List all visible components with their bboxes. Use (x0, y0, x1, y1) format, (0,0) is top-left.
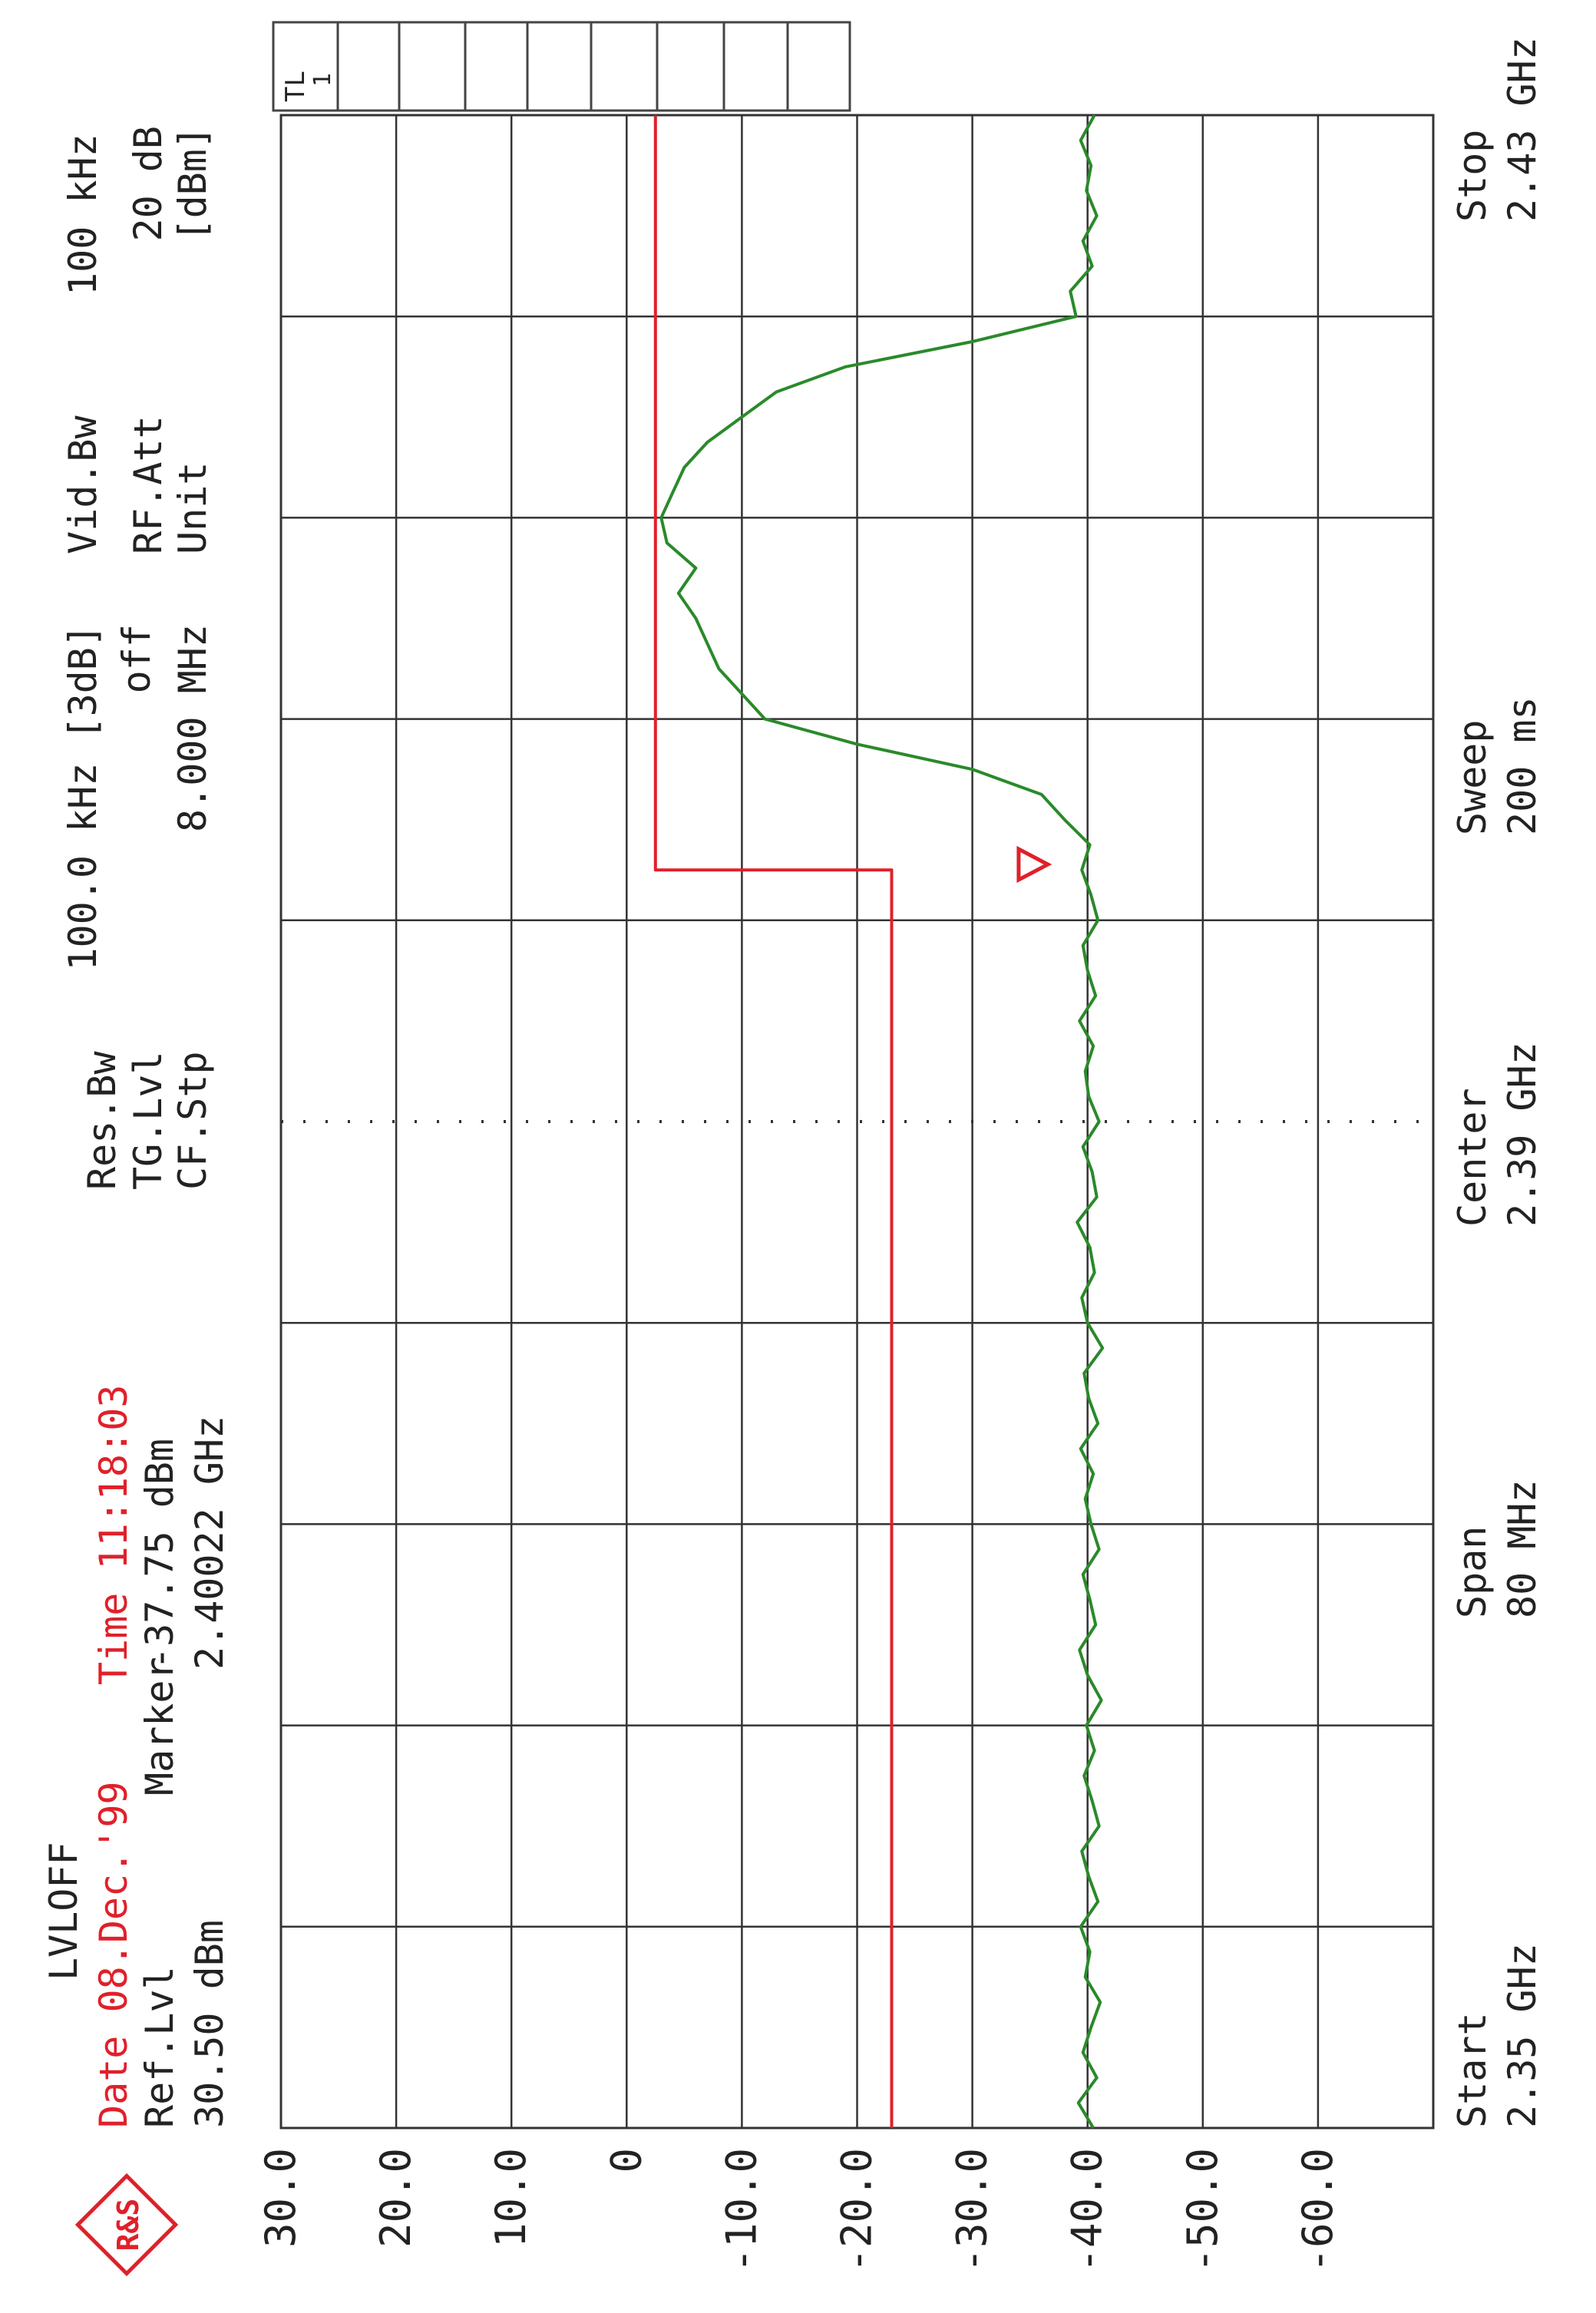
stop-label: Stop (1450, 130, 1495, 222)
rotated-chart: TL 1 R&S 30.0 20.0 10.0 0 -10.0 -20.0 -30.0 -40… (41, 21, 1545, 2277)
span-value: 80 MHz (1500, 1479, 1545, 1618)
start-label: Start (1450, 2012, 1495, 2128)
y-tick-label: -10.0 (717, 2148, 765, 2273)
res-bw-value: 100.0 kHz [3dB] (61, 624, 105, 971)
cf-stp-label: CF.Stp (170, 1051, 215, 1190)
y-tick-label: 0 (602, 2148, 650, 2173)
date: Date 08.Dec.'99 (91, 1781, 136, 2128)
center-label: Center (1450, 1088, 1495, 1227)
start-value: 2.35 GHz (1500, 1943, 1545, 2128)
y-tick-label: 30.0 (256, 2148, 305, 2248)
vid-bw-label: Vid.Bw (61, 415, 105, 554)
tl-number: 1 (309, 73, 336, 87)
logo: R&S (74, 2173, 179, 2277)
marker (1016, 845, 1052, 884)
y-tick-label: 10.0 (487, 2148, 535, 2248)
trace (659, 114, 1105, 2130)
rf-att-label: RF.Att (126, 415, 170, 554)
y-tick-label: -50.0 (1178, 2148, 1227, 2273)
rf-att-value: 20 dB (126, 126, 170, 242)
trace (653, 115, 894, 2128)
sweep-label: Sweep (1450, 719, 1495, 835)
mode: LVLOFF (41, 1842, 86, 1981)
y-tick-label: -30.0 (948, 2148, 996, 2273)
tl-label: TL (280, 71, 311, 102)
y-tick-label: -20.0 (833, 2148, 881, 2273)
ref-label: Ref.Lvl (137, 1966, 182, 2128)
cf-stp-value: 8.000 MHz (170, 624, 215, 832)
unit-label: Unit (170, 462, 215, 554)
sweep-value: 200 ms (1500, 696, 1545, 835)
res-bw-label: Res.Bw (80, 1050, 124, 1190)
marker-freq: 2.40022 GHz (187, 1416, 232, 1670)
marker-level: -37.75 dBm (137, 1439, 182, 1670)
y-tick-label: 20.0 (372, 2148, 420, 2248)
tg-lvl-value: off (114, 624, 159, 693)
unit-value: [dBm] (170, 126, 215, 242)
stop-value: 2.43 GHz (1500, 37, 1545, 222)
logo-text: R&S (111, 2199, 145, 2252)
vid-bw-value: 100 kHz (61, 134, 105, 296)
tl-box (272, 21, 851, 112)
center-value: 2.39 GHz (1500, 1042, 1545, 1227)
y-tick-label: -60.0 (1294, 2148, 1342, 2273)
ref-value: 30.50 dBm (187, 1920, 232, 2128)
y-tick-label: -40.0 (1063, 2148, 1112, 2273)
marker-label: Marker (137, 1657, 182, 1796)
span-label: Span (1450, 1526, 1495, 1618)
tg-lvl-label: TG.Lvl (126, 1051, 170, 1190)
time: Time 11:18:03 (91, 1385, 136, 1685)
